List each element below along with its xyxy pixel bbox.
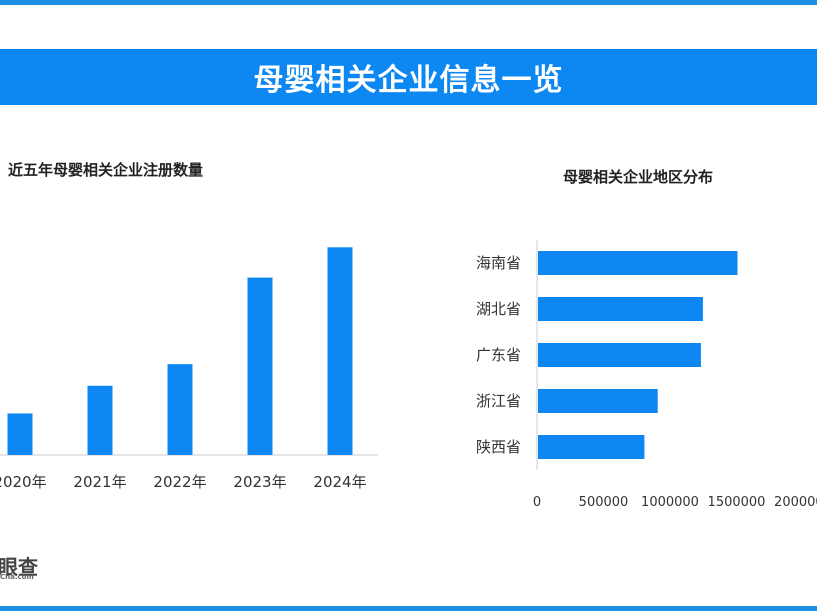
bar-3 — [247, 277, 273, 455]
y-tick-label-0: 海南省 — [476, 254, 521, 272]
x-tick-label-0: 0 — [533, 495, 541, 510]
hbar-2 — [538, 343, 701, 367]
bar-2 — [167, 364, 193, 455]
hbar-1 — [538, 297, 703, 321]
logo-domain: Cha.com — [0, 573, 34, 581]
right-chart-title: 母婴相关企业地区分布 — [563, 168, 714, 186]
x-tick-label-1: 2021年 — [73, 473, 126, 491]
hbar-4 — [538, 435, 645, 459]
registration-bar-chart: 2020年 2021年 2022年 2023年 2024年 — [0, 247, 378, 491]
bar-1 — [87, 385, 113, 455]
hbar-3 — [538, 389, 658, 413]
left-chart-title: 近五年母婴相关企业注册数量 — [8, 161, 204, 179]
x-tick-label-3: 1500000 — [708, 495, 766, 510]
page-title: 母婴相关企业信息一览 — [253, 63, 564, 98]
hbar-0 — [538, 251, 738, 275]
x-tick-label-3: 2023年 — [233, 473, 286, 491]
bottom-rule — [0, 606, 817, 611]
page-title-banner: 母婴相关企业信息一览 — [0, 49, 817, 105]
x-tick-label-2: 2022年 — [153, 473, 206, 491]
y-tick-label-4: 陕西省 — [476, 438, 521, 456]
y-tick-label-2: 广东省 — [476, 346, 521, 364]
y-tick-label-1: 湖北省 — [476, 300, 521, 318]
logo-text: 眼查 — [0, 555, 38, 579]
brand-logo: 眼查 Cha.com — [0, 551, 60, 583]
x-tick-label-2: 1000000 — [641, 495, 699, 510]
x-tick-label-1: 500000 — [579, 495, 629, 510]
bar-0 — [7, 413, 33, 455]
x-tick-label-4: 2024年 — [313, 473, 366, 491]
y-tick-label-3: 浙江省 — [476, 392, 521, 410]
bar-4 — [327, 247, 353, 455]
x-tick-label-4: 2000000 — [774, 495, 817, 510]
top-rule — [0, 0, 817, 5]
x-tick-label-0: 2020年 — [0, 473, 47, 491]
